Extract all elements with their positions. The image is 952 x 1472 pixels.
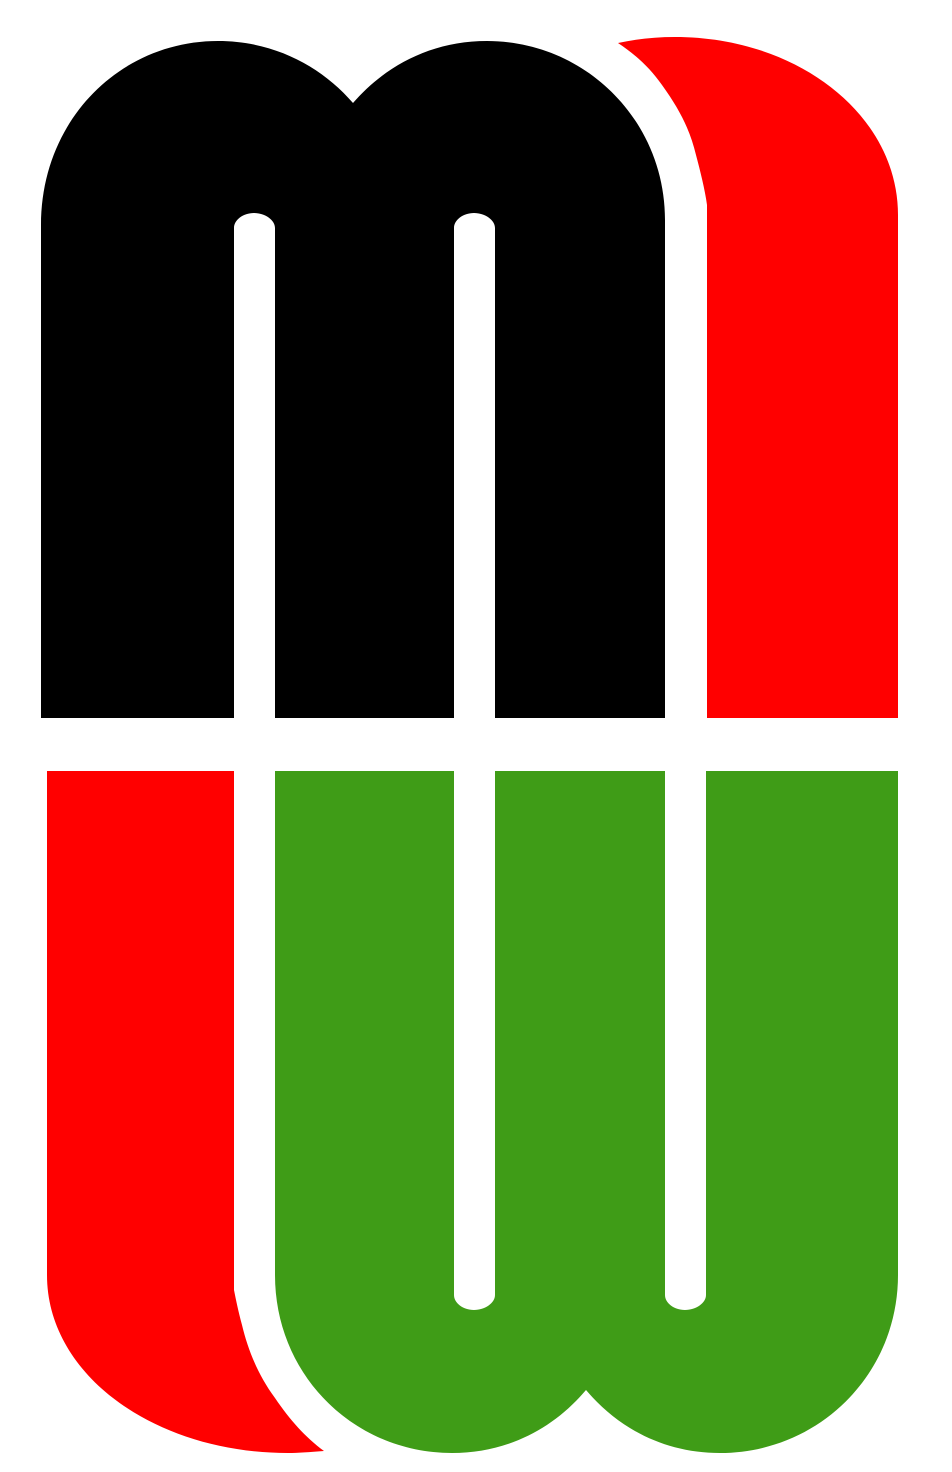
red-bottom-left-shape <box>47 771 324 1453</box>
green-w-letter-shape <box>275 771 898 1453</box>
black-m-letter-shape <box>41 41 665 718</box>
red-top-right-shape <box>618 37 898 718</box>
